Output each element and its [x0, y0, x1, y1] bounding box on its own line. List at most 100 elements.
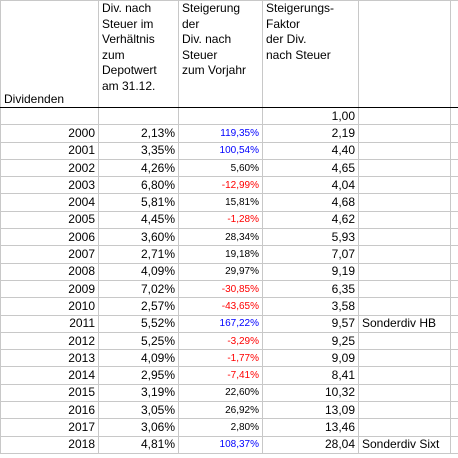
- note-cell: [358, 158, 451, 178]
- increase-cell: 2,80%: [178, 418, 263, 437]
- note-cell: [358, 176, 451, 195]
- cell: [450, 245, 458, 264]
- increase-cell: -12,99%: [178, 176, 263, 195]
- year-cell: 2017: [0, 418, 99, 437]
- note-cell: [358, 245, 451, 264]
- year-cell: 2016: [0, 401, 99, 420]
- cell: [450, 435, 458, 454]
- cell: [450, 331, 458, 351]
- increase-cell: -3,29%: [178, 331, 263, 351]
- row: 2015 3,19% 22,60% 10,32: [0, 383, 458, 403]
- cell: [450, 297, 458, 316]
- increase-cell: 26,92%: [178, 401, 263, 420]
- note-cell: [358, 297, 451, 316]
- increase-cell: 167,22%: [178, 314, 263, 333]
- dividend-cell: 2,71%: [98, 245, 179, 264]
- cell: [450, 401, 458, 420]
- increase-cell: -7,41%: [178, 366, 263, 385]
- increase-cell: 5,60%: [178, 158, 263, 178]
- note-cell: [358, 349, 451, 368]
- cell: [450, 279, 458, 299]
- cell: [450, 314, 458, 333]
- factor-cell: 1,00: [262, 106, 359, 126]
- note-cell: [358, 418, 451, 437]
- increase-cell: 100,54%: [178, 141, 263, 160]
- factor-cell: 4,65: [262, 158, 359, 178]
- year-cell: 2011: [0, 314, 99, 333]
- note-cell: [358, 366, 451, 385]
- dividend-cell: 2,13%: [98, 124, 179, 143]
- header-cell: Steigerungs- Faktor der Div. nach Steuer: [262, 0, 359, 108]
- row: 2007 2,71% 19,18% 7,07: [0, 245, 458, 264]
- note-cell: [358, 193, 451, 212]
- increase-cell: 15,81%: [178, 193, 263, 212]
- cell: [450, 418, 458, 437]
- dividend-cell: 3,05%: [98, 401, 179, 420]
- cell: [450, 158, 458, 178]
- factor-cell: 2,19: [262, 124, 359, 143]
- factor-cell: 4,40: [262, 141, 359, 160]
- increase-cell: -30,85%: [178, 279, 263, 299]
- row: 2016 3,05% 26,92% 13,09: [0, 401, 458, 420]
- row: 2018 4,81% 108,37% 28,04 Sonderdiv Sixt: [0, 435, 458, 454]
- year-cell: 2000: [0, 124, 99, 143]
- dividend-cell: 3,19%: [98, 383, 179, 403]
- dividend-cell: 2,95%: [98, 366, 179, 385]
- cell: [450, 124, 458, 143]
- dividend-cell: 3,35%: [98, 141, 179, 160]
- row: 1,00: [0, 106, 458, 126]
- note-cell: Sonderdiv HB: [358, 314, 451, 333]
- increase-cell: 22,60%: [178, 383, 263, 403]
- cell: [0, 106, 99, 126]
- increase-cell: 19,18%: [178, 245, 263, 264]
- cell: [450, 210, 458, 230]
- cell: [450, 176, 458, 195]
- dividend-cell: 4,45%: [98, 210, 179, 230]
- row: 2017 3,06% 2,80% 13,46: [0, 418, 458, 437]
- row: 2003 6,80% -12,99% 4,04: [0, 176, 458, 195]
- note-cell: [358, 210, 451, 230]
- dividend-cell: 4,09%: [98, 349, 179, 368]
- cell: [450, 228, 458, 247]
- cell: [358, 0, 451, 108]
- increase-cell: -1,77%: [178, 349, 263, 368]
- cell: [178, 106, 263, 126]
- row: 2001 3,35% 100,54% 4,40: [0, 141, 458, 160]
- increase-cell: 119,35%: [178, 124, 263, 143]
- year-cell: 2005: [0, 210, 99, 230]
- factor-cell: 9,57: [262, 314, 359, 333]
- year-cell: 2008: [0, 262, 99, 281]
- dividend-cell: 3,06%: [98, 418, 179, 437]
- year-cell: 2013: [0, 349, 99, 368]
- year-cell: 2012: [0, 331, 99, 351]
- note-cell: [358, 331, 451, 351]
- cell: [98, 106, 179, 126]
- dividend-cell: 2,57%: [98, 297, 179, 316]
- dividend-cell: 5,25%: [98, 331, 179, 351]
- dividend-cell: 5,52%: [98, 314, 179, 333]
- row: 2008 4,09% 29,97% 9,19: [0, 262, 458, 281]
- row: 2000 2,13% 119,35% 2,19: [0, 124, 458, 143]
- increase-cell: -43,65%: [178, 297, 263, 316]
- year-cell: 2003: [0, 176, 99, 195]
- factor-cell: 9,09: [262, 349, 359, 368]
- year-cell: 2009: [0, 279, 99, 299]
- dividend-cell: 6,80%: [98, 176, 179, 195]
- increase-cell: 29,97%: [178, 262, 263, 281]
- year-cell: 2006: [0, 228, 99, 247]
- factor-cell: 8,41: [262, 366, 359, 385]
- factor-cell: 9,25: [262, 331, 359, 351]
- dividend-cell: 4,26%: [98, 158, 179, 178]
- factor-cell: 5,93: [262, 228, 359, 247]
- note-cell: [358, 141, 451, 160]
- increase-cell: 28,34%: [178, 228, 263, 247]
- increase-cell: -1,28%: [178, 210, 263, 230]
- factor-cell: 4,62: [262, 210, 359, 230]
- factor-cell: 4,04: [262, 176, 359, 195]
- dividend-cell: 3,60%: [98, 228, 179, 247]
- cell: [450, 366, 458, 385]
- header-cell: Steigerung der Div. nach Steuer zum Vorj…: [178, 0, 263, 108]
